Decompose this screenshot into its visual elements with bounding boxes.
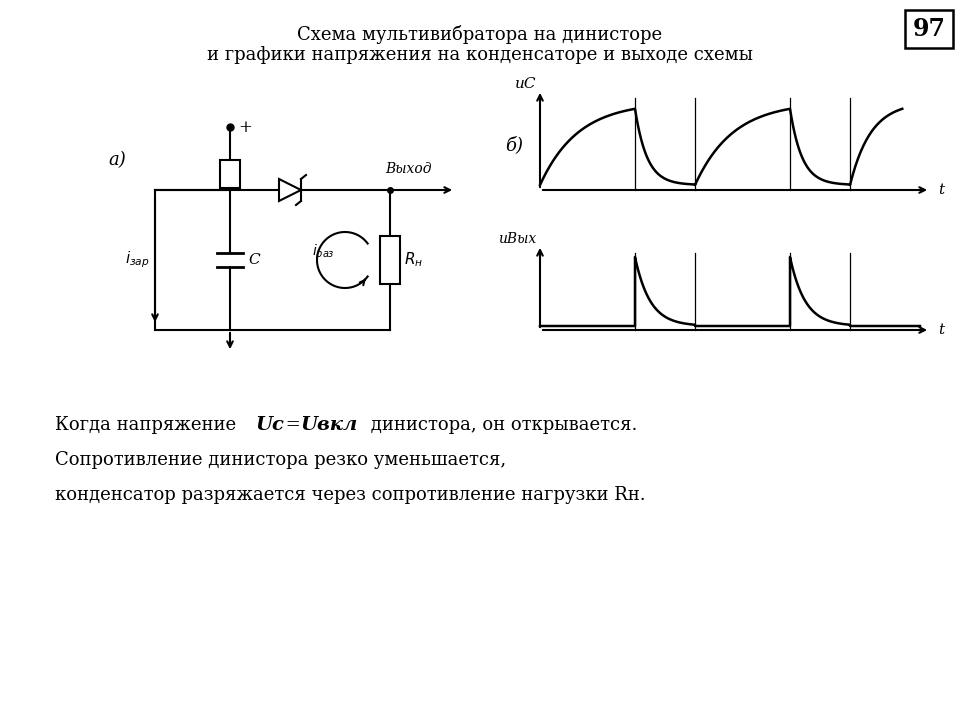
Text: $i_{зар}$: $i_{зар}$ (126, 250, 150, 270)
Text: t: t (938, 323, 944, 337)
Text: Uвкл: Uвкл (300, 416, 357, 434)
Text: 97: 97 (913, 17, 946, 41)
Text: конденсатор разряжается через сопротивление нагрузки Rн.: конденсатор разряжается через сопротивле… (55, 486, 646, 504)
Text: динистора, он открывается.: динистора, он открывается. (365, 416, 637, 434)
Text: Сопротивление динистора резко уменьшается,: Сопротивление динистора резко уменьшаетс… (55, 451, 506, 469)
Bar (220, 160, 240, 188)
Text: uВых: uВых (497, 232, 536, 246)
Text: и графики напряжения на конденсаторе и выходе схемы: и графики напряжения на конденсаторе и в… (207, 46, 753, 64)
Polygon shape (279, 179, 301, 201)
Text: Выход: Выход (385, 162, 431, 176)
Text: Схема мультивибратора на динисторе: Схема мультивибратора на динисторе (298, 25, 662, 45)
Text: Когда напряжение: Когда напряжение (55, 416, 242, 434)
Text: uС: uС (515, 77, 536, 91)
Text: t: t (938, 183, 944, 197)
Text: $i_{раз}$: $i_{раз}$ (312, 243, 334, 261)
Text: C: C (248, 253, 259, 267)
Bar (380, 236, 400, 284)
Text: $R_н$: $R_н$ (404, 251, 423, 269)
Bar (905, 10, 953, 48)
Text: б): б) (505, 136, 523, 154)
Text: =: = (280, 416, 300, 434)
Text: +: + (238, 119, 252, 135)
Text: а): а) (108, 151, 126, 169)
Text: Uc: Uc (255, 416, 284, 434)
